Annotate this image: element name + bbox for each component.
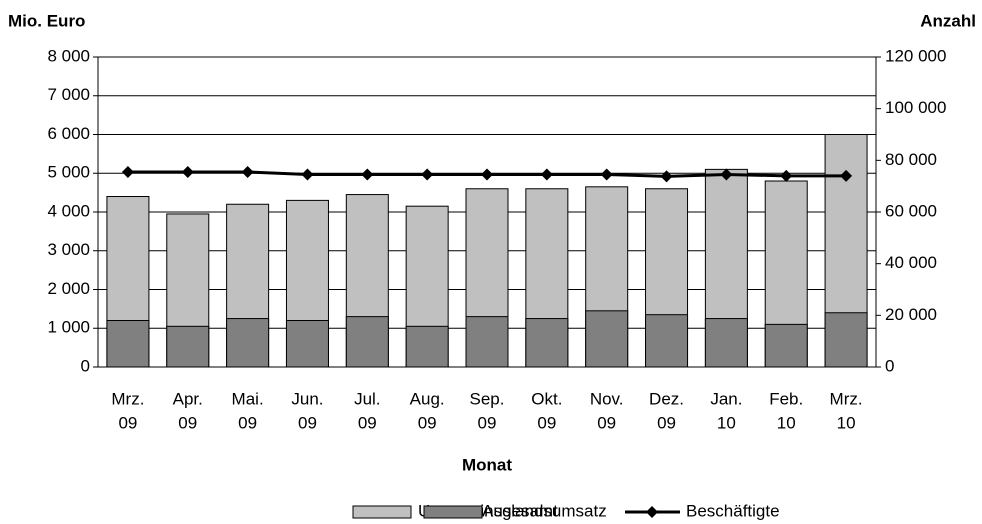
x-tick-label: 09 bbox=[358, 413, 377, 432]
bar bbox=[764, 323, 808, 368]
y-tick-label: 7 000 bbox=[47, 85, 90, 104]
bar bbox=[166, 325, 210, 368]
y-tick-label: 3 000 bbox=[47, 240, 90, 259]
marker bbox=[720, 168, 733, 181]
y-tick-label: 8 000 bbox=[47, 46, 90, 65]
bar bbox=[285, 320, 329, 368]
y2-tick-label: 100 000 bbox=[885, 98, 946, 117]
y-tick-label: 1 000 bbox=[47, 318, 90, 337]
marker bbox=[301, 168, 314, 181]
legend-swatch bbox=[352, 505, 412, 519]
marker bbox=[181, 165, 194, 178]
x-tick-label: Sep. bbox=[470, 389, 505, 408]
x-tick-label: Jun. bbox=[291, 389, 323, 408]
x-tick-label: 10 bbox=[717, 413, 736, 432]
x-tick-label: Feb. bbox=[769, 389, 803, 408]
legend-swatch bbox=[423, 505, 483, 519]
bar bbox=[525, 318, 569, 368]
x-tick-label: Dez. bbox=[649, 389, 684, 408]
y2-tick-label: 80 000 bbox=[885, 150, 937, 169]
marker bbox=[780, 169, 793, 182]
marker bbox=[540, 168, 553, 181]
bar bbox=[106, 320, 150, 368]
x-tick-label: 09 bbox=[657, 413, 676, 432]
legend-label: Auslandsumsatz bbox=[482, 501, 607, 520]
x-tick-label: Mai. bbox=[232, 389, 264, 408]
y-tick-label: 0 bbox=[81, 356, 90, 375]
x-tick-label: 10 bbox=[837, 413, 856, 432]
y2-tick-label: 60 000 bbox=[885, 201, 937, 220]
x-tick-label: Apr. bbox=[173, 389, 203, 408]
x-tick-label: 09 bbox=[298, 413, 317, 432]
y2-tick-label: 0 bbox=[885, 356, 894, 375]
marker bbox=[600, 168, 613, 181]
bar bbox=[704, 318, 748, 368]
legend-marker bbox=[646, 506, 658, 518]
y-tick-label: 4 000 bbox=[47, 201, 90, 220]
y2-tick-label: 20 000 bbox=[885, 305, 937, 324]
marker bbox=[121, 165, 134, 178]
x-tick-label: 10 bbox=[777, 413, 796, 432]
x-tick-label: Aug. bbox=[410, 389, 445, 408]
x-tick-label: Mrz. bbox=[830, 389, 863, 408]
y2-tick-label: 40 000 bbox=[885, 253, 937, 272]
marker bbox=[421, 168, 434, 181]
x-tick-label: Mrz. bbox=[111, 389, 144, 408]
x-tick-label: 09 bbox=[238, 413, 257, 432]
y2-tick-label: 120 000 bbox=[885, 46, 946, 65]
y-axis-title: Mio. Euro bbox=[8, 11, 85, 30]
x-tick-label: 09 bbox=[118, 413, 137, 432]
marker bbox=[241, 165, 254, 178]
marker bbox=[481, 168, 493, 181]
bar bbox=[226, 318, 270, 368]
x-tick-label: Nov. bbox=[590, 389, 624, 408]
bar bbox=[824, 312, 868, 368]
bar bbox=[585, 310, 629, 368]
bar bbox=[405, 325, 449, 368]
marker bbox=[361, 168, 374, 181]
x-tick-label: 09 bbox=[537, 413, 556, 432]
x-tick-label: 09 bbox=[597, 413, 616, 432]
marker bbox=[840, 169, 853, 182]
bar bbox=[465, 316, 509, 368]
x-tick-label: 09 bbox=[478, 413, 497, 432]
marker bbox=[660, 170, 673, 183]
legend-label: Beschäftigte bbox=[686, 501, 780, 520]
y-tick-label: 6 000 bbox=[47, 124, 90, 143]
y-tick-label: 2 000 bbox=[47, 279, 90, 298]
x-tick-label: 09 bbox=[178, 413, 197, 432]
bar bbox=[645, 314, 689, 368]
x-tick-label: Jul. bbox=[354, 389, 380, 408]
x-tick-label: 09 bbox=[418, 413, 437, 432]
x-axis-title: Monat bbox=[462, 455, 512, 474]
bar bbox=[345, 316, 389, 368]
y2-axis-title: Anzahl bbox=[920, 11, 976, 30]
x-tick-label: Okt. bbox=[531, 389, 562, 408]
y-tick-label: 5 000 bbox=[47, 163, 90, 182]
x-tick-label: Jan. bbox=[710, 389, 742, 408]
